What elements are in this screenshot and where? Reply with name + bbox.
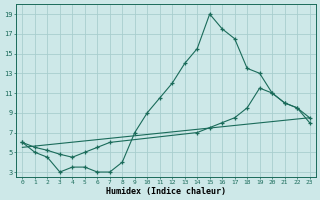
X-axis label: Humidex (Indice chaleur): Humidex (Indice chaleur) [106,187,226,196]
